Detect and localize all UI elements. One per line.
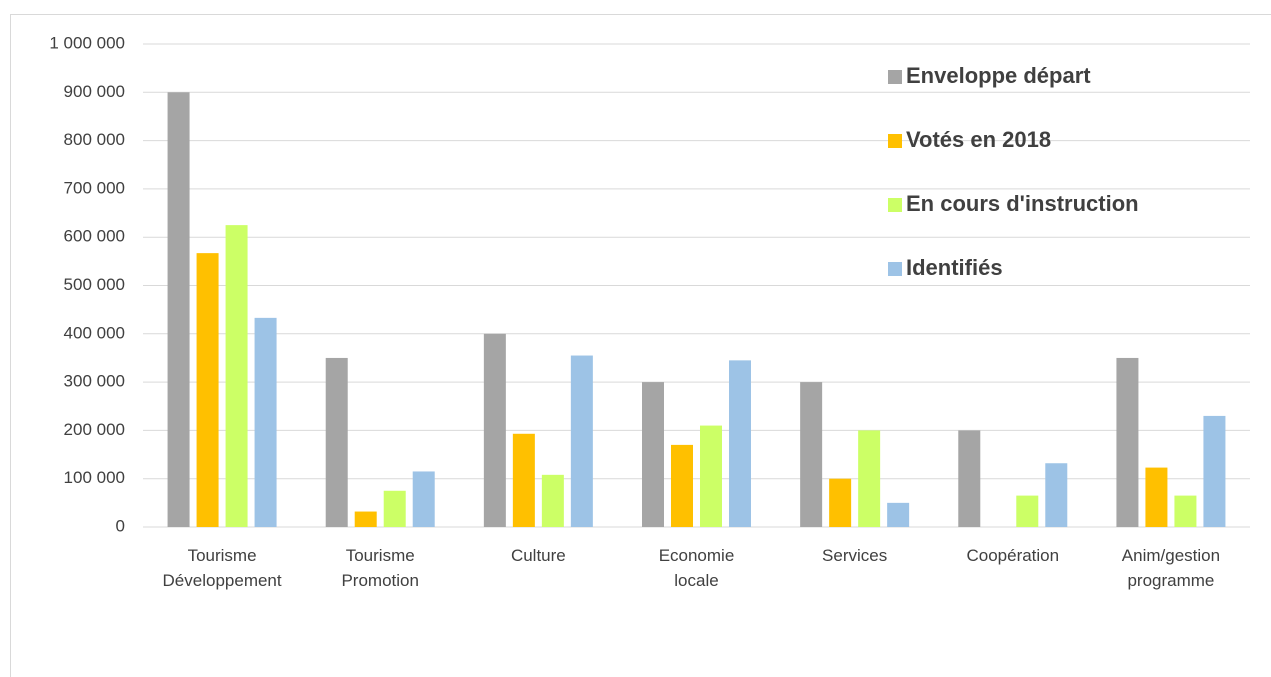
x-tick-label: Anim/gestion programme	[1122, 546, 1220, 590]
bar	[729, 360, 751, 527]
bar	[225, 225, 248, 527]
bar	[858, 430, 881, 527]
x-tick-label: Economie locale	[659, 546, 735, 590]
y-tick-label: 400 000	[64, 323, 125, 342]
x-tick-label: Tourisme Promotion	[341, 546, 418, 590]
legend-swatch	[888, 134, 902, 148]
bar	[1145, 467, 1168, 527]
bar	[325, 357, 348, 527]
x-tick-label: Coopération	[966, 546, 1059, 565]
y-tick-label: 1 000 000	[49, 33, 125, 52]
legend-label: En cours d'instruction	[906, 191, 1139, 216]
legend-label: Enveloppe départ	[906, 63, 1091, 88]
bar	[642, 382, 664, 527]
legend-swatch	[888, 262, 902, 276]
bar	[196, 253, 219, 527]
y-tick-label: 200 000	[64, 420, 125, 439]
bar	[483, 333, 506, 527]
y-tick-label: 300 000	[64, 372, 125, 391]
y-tick-label: 800 000	[64, 130, 125, 149]
bar	[412, 471, 435, 527]
bar	[829, 478, 852, 527]
bar	[167, 92, 190, 528]
x-tick-label: Tourisme Développement	[163, 546, 282, 590]
y-tick-label: 900 000	[64, 82, 125, 101]
chart-frame	[10, 14, 1271, 677]
bar	[383, 490, 406, 527]
bar	[800, 382, 823, 527]
bar	[541, 474, 564, 527]
bar	[1045, 463, 1068, 527]
bar	[700, 425, 722, 527]
bar	[671, 444, 693, 527]
y-tick-label: 600 000	[64, 227, 125, 246]
legend-label: Identifiés	[906, 255, 1003, 280]
bar	[254, 317, 277, 527]
bar	[512, 433, 535, 527]
y-tick-label: 100 000	[64, 468, 125, 487]
x-tick-label: Services	[822, 546, 887, 565]
bar	[354, 511, 377, 527]
x-tick-label: Culture	[511, 546, 566, 565]
bar	[887, 502, 910, 527]
legend-label: Votés en 2018	[906, 127, 1051, 152]
bar	[1174, 495, 1197, 527]
bar	[958, 430, 981, 527]
y-tick-label: 500 000	[64, 275, 125, 294]
legend-swatch	[888, 70, 902, 84]
bar	[570, 355, 593, 527]
bar	[1203, 415, 1226, 527]
y-tick-label: 0	[116, 516, 125, 535]
y-tick-label: 700 000	[64, 178, 125, 197]
bar	[1116, 357, 1139, 527]
bar	[1016, 495, 1039, 527]
legend-swatch	[888, 198, 902, 212]
